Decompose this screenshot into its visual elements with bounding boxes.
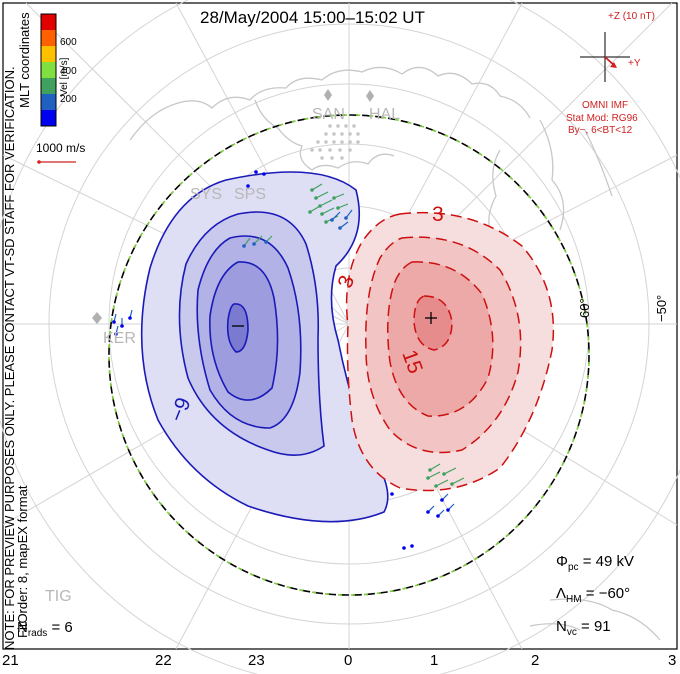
n-vc-stat: Nvc = 91 <box>556 618 611 638</box>
kerguelen-station-icon <box>92 312 102 324</box>
imf-z-label: +Z (10 nT) <box>608 11 655 22</box>
colorbar-tick-400: 400 <box>60 66 77 77</box>
colorbar-tick-200: 200 <box>60 94 77 105</box>
velocity-colorbar <box>40 13 57 127</box>
lambda-subscript: HM <box>566 594 582 605</box>
lambda-hm-stat: ΛHM = −60° <box>556 585 630 605</box>
plot-frame <box>2 2 678 650</box>
colorbar-segment-3 <box>41 46 56 62</box>
station-label-san: SAN <box>312 106 345 123</box>
colorbar-frame <box>40 13 57 127</box>
n-vc-subscript: vc <box>566 627 577 638</box>
radar-station-markers <box>92 89 374 324</box>
colorbar-tick-600: 600 <box>60 37 77 48</box>
mlt-label-22: 22 <box>155 652 172 669</box>
contour-label-3-top: 3 <box>432 203 444 226</box>
n-rads-symbol: N <box>17 619 28 636</box>
lambda-symbol: Λ <box>556 585 567 602</box>
velocity-vectors <box>112 170 465 550</box>
imf-dial <box>580 32 630 82</box>
negative-contour-core <box>226 303 249 353</box>
station-label-sys: SYS <box>190 186 223 203</box>
positive-contour-core <box>413 295 453 351</box>
coordinates-label: MLT coordinates <box>17 12 32 108</box>
map-title: 28/May/2004 15:00–15:02 UT <box>200 8 425 27</box>
reference-vector-label: 1000 m/s <box>36 141 86 155</box>
fit-info: FitOrder: 8, mapEX format <box>15 485 30 638</box>
n-vc-value: = 91 <box>581 618 611 635</box>
mlt-label-2: 2 <box>531 652 540 669</box>
negative-cell <box>140 171 389 523</box>
phi-value: = 49 kV <box>582 553 634 570</box>
mlt-label-21: 21 <box>2 652 19 669</box>
n-rads-subscript: rads <box>27 628 48 639</box>
hal-station-icon <box>366 90 374 102</box>
colorbar-segment-1 <box>41 14 56 30</box>
positive-cell <box>345 211 555 492</box>
mlt-label-1: 1 <box>430 652 439 669</box>
imf-y-label: +Y <box>628 58 641 69</box>
colorbar-segment-7 <box>41 110 56 126</box>
station-label-sps: SPS <box>234 186 267 203</box>
n-rads-value: = 6 <box>51 619 73 636</box>
stat-model-label: Stat Mod: RG96 <box>566 113 638 124</box>
potential-extrema <box>232 312 437 327</box>
n-vc-symbol: N <box>556 618 567 635</box>
mlt-label-0: 0 <box>344 652 353 669</box>
mlt-label-3: 3 <box>668 652 677 669</box>
latitude-label-60: 60° <box>577 298 592 318</box>
station-label-ker: KER <box>103 330 136 347</box>
n-rads-stat: Nrads = 6 <box>17 619 73 639</box>
coastlines <box>129 66 661 641</box>
hm-boundary-black <box>108 114 590 596</box>
phi-pc-stat: Φpc = 49 kV <box>556 553 634 573</box>
imf-source-label: OMNI IMF <box>582 100 629 111</box>
phi-symbol: Φ <box>556 553 568 570</box>
colorbar-segment-5 <box>41 78 56 94</box>
station-label-hal: HAL <box>369 106 401 123</box>
lambda-value: = −60° <box>585 585 631 602</box>
reference-vector <box>37 160 76 164</box>
san-station-icon <box>324 89 332 101</box>
latitude-label-50: −50° <box>654 294 669 322</box>
data-coverage-dots <box>310 124 360 160</box>
colorbar-segment-6 <box>41 94 56 110</box>
phi-subscript: pc <box>567 562 579 573</box>
colorbar-segment-2 <box>41 30 56 46</box>
imf-arrow-head-icon <box>610 62 617 68</box>
imf-conditions-label: By−, 6<BT<12 <box>568 125 633 136</box>
mlt-label-23: 23 <box>248 652 265 669</box>
station-label-tig: TIG <box>45 588 72 605</box>
colorbar-segment-4 <box>41 62 56 78</box>
